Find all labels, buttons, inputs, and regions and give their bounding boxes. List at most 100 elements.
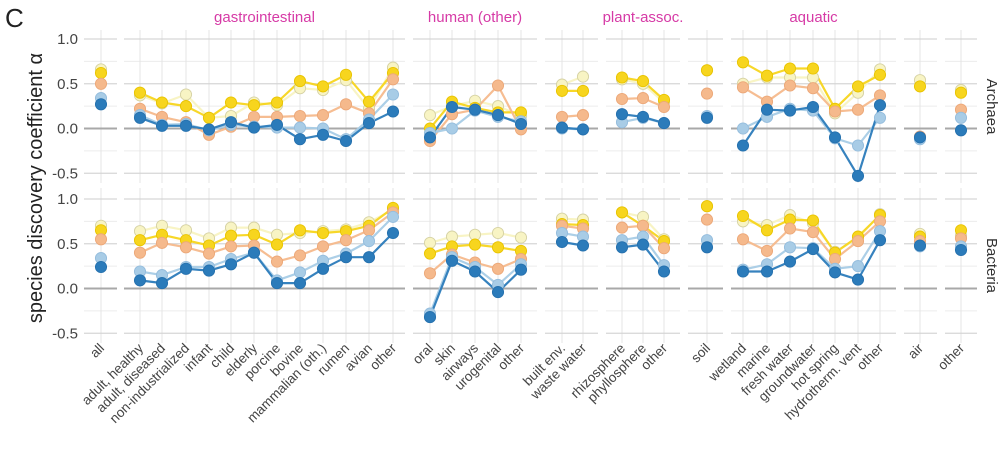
data-point-s1 [224,116,238,129]
data-point-s3 [133,246,147,259]
data-point-s4 [760,224,774,237]
data-point-s1 [576,239,590,252]
data-point-s2 [445,122,459,135]
data-point-s5 [423,109,437,122]
data-point-s4 [700,200,714,213]
data-point-s3 [339,234,353,247]
data-point-s2 [954,111,968,124]
y-tick-label: -0.5 [52,325,78,342]
data-point-s3 [179,241,193,254]
data-point-s4 [576,84,590,97]
y-tick-label: 0.5 [57,236,78,253]
data-point-s1 [514,263,528,276]
data-point-s1 [851,169,865,182]
data-point-s1 [954,124,968,137]
data-point-s4 [270,238,284,251]
y-tick-label: 0.0 [57,121,78,138]
data-point-s3 [760,244,774,257]
data-point-s4 [423,247,437,260]
data-point-s3 [491,79,505,92]
data-point-s1 [155,119,169,132]
data-point-s5 [514,231,528,244]
x-tick-label: other [854,340,887,373]
data-point-s1 [851,273,865,286]
data-point-s1 [657,265,671,278]
x-tick-label: other [367,340,400,373]
data-point-s4 [133,86,147,99]
data-point-s4 [179,100,193,113]
series-points [94,56,968,324]
data-point-s1 [155,277,169,290]
data-point-s1 [491,286,505,299]
data-point-s3 [224,240,238,253]
data-point-s1 [700,241,714,254]
y-tick-label: 0.5 [57,76,78,93]
data-point-s5 [576,70,590,83]
x-tick-label: oral [410,341,437,368]
data-point-s2 [873,111,887,124]
data-point-s4 [736,56,750,69]
data-point-s2 [851,139,865,152]
x-tick-label: avian [342,341,375,374]
data-point-s4 [806,62,820,75]
data-point-s1 [316,262,330,275]
data-point-s1 [293,277,307,290]
data-point-s1 [636,238,650,251]
y-tick-label: 1.0 [57,191,78,208]
data-point-s3 [491,262,505,275]
data-point-s1 [806,100,820,114]
data-point-s1 [133,111,147,124]
data-point-s1 [615,108,629,121]
data-point-s1 [783,255,797,268]
data-point-s4 [851,80,865,93]
data-point-s4 [913,80,927,93]
data-point-s1 [362,251,376,264]
data-point-s1 [247,121,261,134]
y-tick-label: 0.0 [57,281,78,298]
panel-backgrounds [84,30,977,343]
data-point-s1 [386,105,400,118]
data-point-s1 [657,117,671,130]
data-point-s1 [362,117,376,130]
data-point-s3 [94,77,108,90]
data-point-s4 [491,241,505,254]
data-point-s3 [615,221,629,234]
data-point-s4 [636,75,650,88]
data-point-s1 [339,134,353,148]
data-point-s1 [316,128,330,141]
data-point-s1 [445,254,459,267]
data-point-s1 [736,265,750,278]
data-point-s4 [736,209,750,223]
data-point-s4 [806,214,820,227]
data-point-s4 [202,111,216,124]
data-point-s3 [736,233,750,246]
data-point-s3 [339,98,353,111]
data-point-s1 [828,266,842,279]
data-point-s3 [700,213,714,226]
facet-strip-label: Archaea [983,79,1000,136]
data-point-s1 [94,98,108,111]
data-point-s1 [423,131,437,144]
data-point-s4 [468,238,482,251]
data-point-s1 [179,119,193,132]
data-point-s3 [636,219,650,232]
data-point-s1 [806,243,820,256]
data-point-s4 [954,86,968,99]
data-point-s3 [700,87,714,100]
data-point-s3 [270,255,284,268]
x-tick-label: air [905,340,927,362]
x-tick-label: other [495,340,528,373]
data-point-s1 [954,243,968,257]
data-point-s3 [316,109,330,122]
data-point-s1 [514,117,528,131]
data-point-s3 [555,110,569,123]
y-axis-label: species discovery coefficient α [25,53,47,323]
y-tick-label: 1.0 [57,31,78,48]
data-point-s4 [247,228,261,241]
data-point-s1 [293,133,307,146]
data-point-s4 [700,64,714,77]
data-point-s1 [783,104,797,117]
data-point-s3 [851,235,865,248]
data-point-s3 [362,224,376,237]
